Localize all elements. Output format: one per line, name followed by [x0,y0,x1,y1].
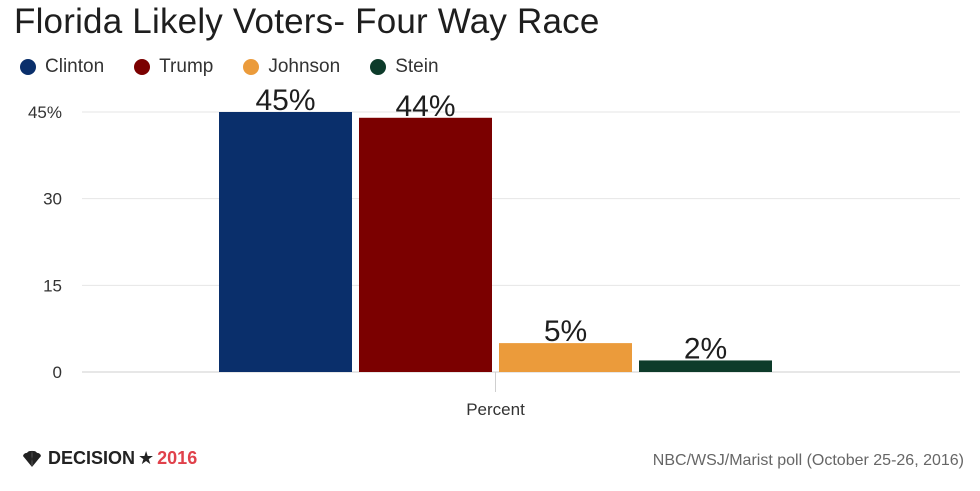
logo-year: 2016 [157,448,198,468]
y-tick-label: 30 [43,190,62,209]
bar-chart: 0 15 30 45% 45% 44% 5% 2% Percent [28,84,960,419]
logo-text: DECISION [48,448,136,468]
legend-item-stein: Stein [370,56,439,78]
y-tick-label: 15 [43,276,62,295]
decision-2016-logo: DECISION ★ 2016 [20,448,197,469]
bar-clinton [219,112,352,372]
legend-item-trump: Trump [134,56,213,78]
bar-trump [359,117,492,373]
bar-johnson [499,343,632,372]
source-note: NBC/WSJ/Marist poll (October 25-26, 2016… [652,452,964,469]
data-label: 2% [684,332,727,365]
legend-swatch-trump [134,59,151,75]
chart-title: Florida Likely Voters- Four Way Race [14,2,600,41]
bar-stein [639,360,772,372]
legend-label-johnson: Johnson [268,56,341,77]
legend-swatch-clinton [20,59,36,75]
data-label: 44% [395,90,455,123]
x-axis-label: Percent [466,400,525,419]
legend-item-clinton: Clinton [20,56,104,78]
data-label: 45% [255,84,315,117]
legend-label-clinton: Clinton [45,56,105,77]
nbc-peacock-icon [23,450,41,467]
legend: Clinton Trump Johnson Stein [20,56,469,78]
legend-item-johnson: Johnson [243,56,340,78]
legend-swatch-johnson [243,59,260,75]
y-tick-label: 45% [28,103,62,122]
legend-label-trump: Trump [159,56,214,77]
legend-swatch-stein [370,59,387,75]
data-label: 5% [544,315,587,348]
logo-star-icon: ★ [138,448,155,468]
y-tick-label: 0 [53,363,62,382]
legend-label-stein: Stein [395,56,439,77]
